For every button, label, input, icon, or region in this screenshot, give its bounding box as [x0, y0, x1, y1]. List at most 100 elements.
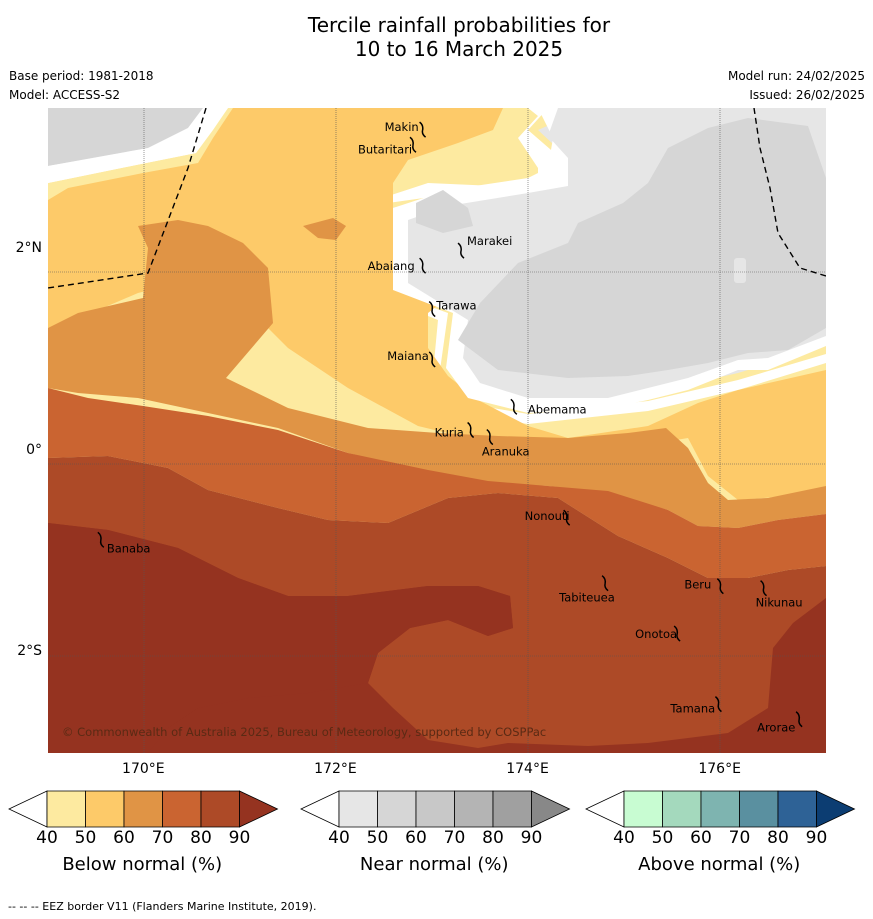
island-outline — [428, 351, 436, 368]
colorbar-tick-label: 50 — [651, 828, 674, 848]
place-label: Tamana — [669, 702, 715, 716]
colorbar-title: Above normal (%) — [638, 854, 801, 875]
colorbar-segment — [415, 790, 455, 828]
island-outline — [409, 136, 417, 153]
island-outline — [467, 421, 475, 439]
place-label: Beru — [684, 578, 711, 592]
place-label: Kuria — [435, 425, 464, 439]
near-normal-top-left — [48, 108, 203, 166]
copyright-notice: © Commonwealth of Australia 2025, Bureau… — [62, 725, 546, 739]
island-outline — [486, 428, 494, 446]
colorbar-tick-label: 90 — [228, 828, 251, 848]
place-label: Aranuka — [482, 445, 530, 459]
colorbar-tick-label: 90 — [520, 828, 543, 848]
place-label: Onotoa — [635, 627, 677, 641]
below-normal-70-80-zone — [48, 388, 826, 578]
colorbar-title: Near normal (%) — [359, 854, 509, 875]
island-shapes — [97, 121, 803, 728]
colorbar-tick-label: 70 — [728, 828, 751, 848]
place-label: Arorae — [757, 721, 795, 735]
colorbar-tick-label: 50 — [74, 828, 97, 848]
colorbar-high-extend — [531, 790, 571, 828]
island-outline — [428, 300, 436, 318]
island-outline — [419, 257, 427, 274]
latitude-tick-label: 2°S — [17, 643, 42, 660]
colorbar-segment — [623, 790, 663, 828]
colorbar-tick-label: 80 — [190, 828, 212, 848]
colorbar-tick-label: 60 — [405, 828, 427, 848]
map-title-line-1: Tercile rainfall probabilities for — [307, 13, 611, 37]
below-normal-90-plus-zone-lower — [48, 523, 513, 753]
colorbar-tick-label: 60 — [113, 828, 135, 848]
colorbar — [585, 790, 856, 828]
near-normal-islet-patch — [734, 258, 746, 283]
colorbar-segment — [85, 790, 125, 828]
colorbar-low-extend — [300, 790, 340, 828]
colorbar-tick-label: 40 — [328, 828, 350, 848]
colorbar-tick-label: 80 — [482, 828, 504, 848]
graticule — [48, 108, 826, 753]
place-label: Marakei — [467, 234, 512, 248]
island-outline — [457, 242, 465, 259]
model-run-date: Model run: 24/02/2025 — [727, 69, 865, 83]
place-label: Maiana — [387, 349, 429, 363]
map-title-line-2: 10 to 16 March 2025 — [354, 37, 564, 61]
colorbar-low-extend — [8, 790, 48, 828]
model-name: Model: ACCESS-S2 — [9, 88, 121, 102]
colorbar-title: Below normal (%) — [62, 854, 223, 875]
colorbar-segment — [377, 790, 417, 828]
island-outline — [563, 509, 571, 526]
island-outline — [714, 696, 722, 713]
colorbar-tick-label: 60 — [690, 828, 712, 848]
latitude-tick-label: 2°N — [15, 240, 42, 257]
colorbar-tick-label: 40 — [36, 828, 58, 848]
place-label: Tabiteuea — [558, 591, 615, 605]
colorbar-low-extend — [585, 790, 625, 828]
below-normal-60-70-spot — [303, 218, 346, 240]
place-label: Butaritari — [358, 142, 412, 156]
longitude-tick-label: 176°E — [698, 761, 741, 777]
place-label: Makin — [385, 120, 419, 134]
colorbar-segment — [492, 790, 532, 828]
colorbar-segment — [662, 790, 702, 828]
near-normal-50-60-zone — [458, 118, 826, 378]
probability-map: Makin Butaritari Marakei Abaiang Tarawa Maian… — [48, 108, 826, 753]
colorbar-segment — [123, 790, 163, 828]
island-outline — [795, 711, 803, 728]
place-label: Nikunau — [756, 596, 803, 610]
issued-date: Issued: 26/02/2025 — [749, 88, 865, 102]
colorbar-segment — [777, 790, 817, 828]
colorbar-segment — [700, 790, 740, 828]
colorbar-segment — [46, 790, 86, 828]
longitude-tick-label: 172°E — [314, 761, 357, 777]
colorbar-segment — [454, 790, 494, 828]
place-label: Banaba — [107, 541, 151, 555]
colorbar-tick-label: 70 — [151, 828, 174, 848]
colorbar-tick-label: 70 — [443, 828, 466, 848]
eez-border — [48, 108, 826, 289]
place-label: Tarawa — [435, 299, 476, 313]
island-outline — [601, 575, 609, 592]
place-label: Abemama — [528, 402, 587, 416]
island-outline — [716, 578, 724, 595]
eez-border-note: -- -- -- EEZ border V11 (Flanders Marine… — [8, 900, 317, 913]
longitude-tick-label: 174°E — [506, 761, 549, 777]
island-outline — [419, 121, 427, 138]
below-normal-60-70-zone — [48, 220, 826, 528]
longitude-tick-label: 170°E — [122, 761, 165, 777]
colorbar-segment — [338, 790, 378, 828]
colorbar-tick-label: 80 — [767, 828, 789, 848]
near-normal-50-60-west — [416, 190, 473, 233]
colorbar — [8, 790, 279, 828]
place-label: Abaiang — [368, 259, 415, 273]
island-outline — [97, 531, 105, 548]
colorbar-high-extend — [239, 790, 279, 828]
place-label: Nonouti — [525, 509, 570, 523]
island-outline — [673, 625, 681, 642]
colorbar-segment — [739, 790, 779, 828]
colorbar-segment — [200, 790, 240, 828]
base-period: Base period: 1981-2018 — [9, 69, 154, 83]
colorbar-tick-label: 90 — [805, 828, 828, 848]
colorbar-high-extend — [816, 790, 856, 828]
colorbar-tick-label: 50 — [366, 828, 389, 848]
